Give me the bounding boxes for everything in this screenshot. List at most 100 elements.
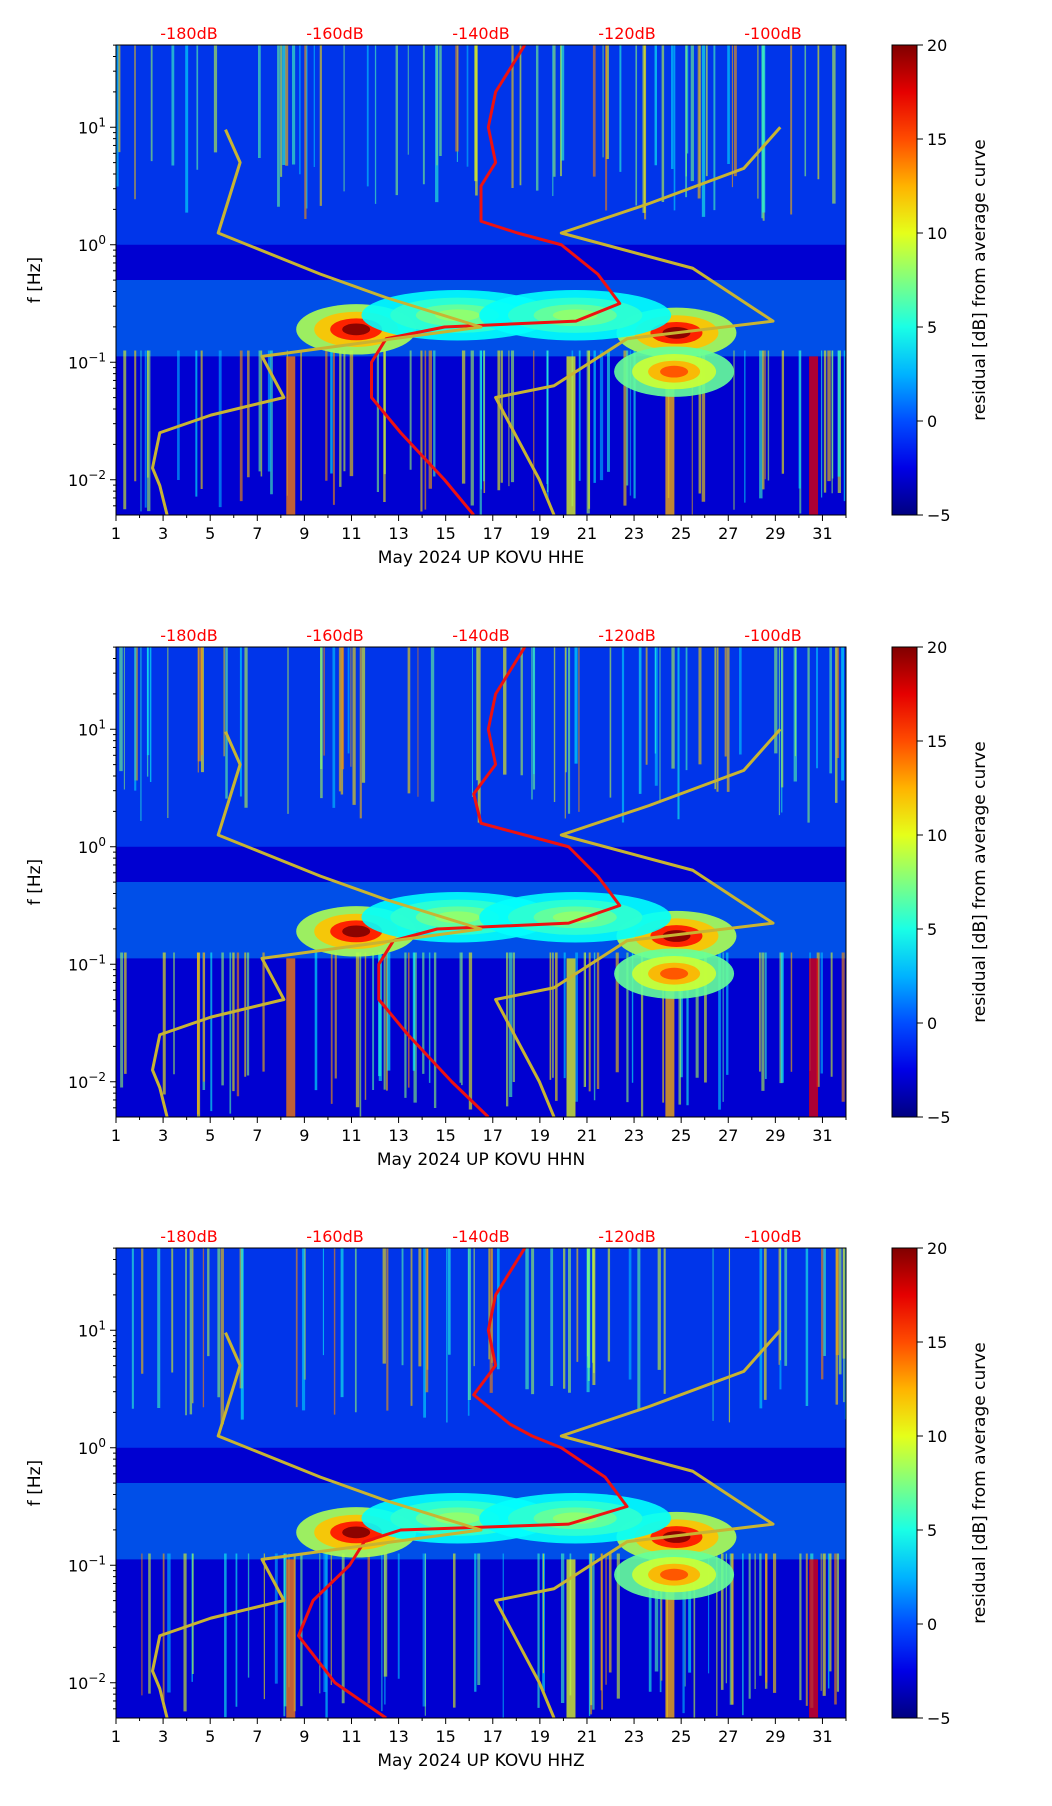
colorbar-tick-label: 5 (927, 318, 937, 337)
heatmap-lf-event (665, 356, 675, 515)
db-scale-label: -180dB (160, 626, 217, 645)
x-tick-label: 29 (765, 1126, 785, 1145)
x-tick-label: 11 (341, 1727, 361, 1746)
heatmap-lf-event (566, 356, 576, 515)
db-scale-label: -160dB (306, 24, 363, 43)
db-scale-label: -120dB (598, 1227, 655, 1246)
x-tick-label: 23 (624, 1126, 644, 1145)
y-axis-title: f [Hz] (25, 859, 45, 905)
colorbar-tick-label: 15 (927, 130, 947, 149)
x-tick-label: 19 (530, 1126, 550, 1145)
heatmap-hotspot (552, 911, 598, 924)
noise-model-curve (494, 126, 782, 515)
y-axis-title: f [Hz] (25, 1460, 45, 1506)
x-tick-label: 5 (205, 1727, 215, 1746)
db-scale-label: -120dB (598, 626, 655, 645)
x-tick-label: 5 (205, 524, 215, 543)
heatmap-lf-event (286, 1559, 296, 1718)
x-tick-label: 17 (483, 1126, 503, 1145)
db-scale-label: -160dB (306, 626, 363, 645)
heatmap-lf-event (286, 356, 296, 515)
heatmap-hotspot (435, 309, 480, 322)
x-tick-label: 9 (299, 1126, 309, 1145)
y-tick-label: 101 (78, 717, 106, 739)
x-tick-label: 19 (530, 1727, 550, 1746)
heatmap-lf-event (286, 958, 296, 1117)
y-tick-label: 10−2 (68, 1671, 106, 1693)
y-tick-label: 101 (78, 115, 106, 137)
x-tick-label: 31 (812, 1126, 832, 1145)
colorbar (891, 1247, 918, 1719)
x-tick-label: 3 (158, 1126, 168, 1145)
noise-model-curve (494, 1329, 782, 1718)
noise-model-curve (151, 128, 483, 515)
colorbar-tick-label: 15 (927, 732, 947, 751)
x-tick-label: 1 (111, 1727, 121, 1746)
db-scale-label: -100dB (744, 24, 801, 43)
heatmap-hf-band (116, 647, 846, 847)
heatmap-lf-event (665, 1559, 675, 1718)
colorbar-tick-label: 0 (927, 1615, 937, 1634)
y-tick-label: 10−1 (68, 350, 106, 372)
x-tick-label: 15 (435, 1126, 455, 1145)
heatmap-hotspot (660, 967, 689, 980)
x-tick-label: 7 (252, 1727, 262, 1746)
average-psd-curve (297, 1248, 629, 1718)
heatmap-lf-event (566, 958, 576, 1117)
colorbar-tick-label: −5 (927, 1108, 951, 1127)
colorbar-title: residual [dB] from average curve (970, 1342, 990, 1623)
x-axis-title: May 2024 UP KOVU HHE (378, 548, 584, 568)
x-axis-title: May 2024 UP KOVU HHZ (377, 1751, 584, 1771)
x-axis-title: May 2024 UP KOVU HHN (377, 1150, 585, 1170)
colorbar-title: residual [dB] from average curve (970, 741, 990, 1022)
noise-model-curve (151, 730, 483, 1117)
x-tick-label: 21 (577, 1126, 597, 1145)
x-tick-label: 3 (158, 524, 168, 543)
colorbar-tick-label: 5 (927, 1521, 937, 1540)
colorbar-tick-label: 0 (927, 412, 937, 431)
x-tick-label: 7 (252, 1126, 262, 1145)
colorbar-tick-label: 0 (927, 1014, 937, 1033)
db-scale-label: -180dB (160, 1227, 217, 1246)
x-tick-label: 5 (205, 1126, 215, 1145)
x-tick-label: 11 (341, 1126, 361, 1145)
y-tick-label: 100 (78, 835, 106, 857)
x-tick-label: 19 (530, 524, 550, 543)
colorbar-tick-label: −5 (927, 1709, 951, 1728)
x-tick-label: 21 (577, 1727, 597, 1746)
heatmap-lf-event (665, 958, 675, 1117)
y-tick-label: 10−1 (68, 952, 106, 974)
db-scale-label: -120dB (598, 24, 655, 43)
heatmap-hf-band (116, 1248, 846, 1448)
x-tick-label: 29 (765, 1727, 785, 1746)
colorbar-tick-label: 20 (927, 1239, 947, 1258)
heatmap-lf-event (566, 1559, 576, 1718)
x-tick-label: 17 (483, 524, 503, 543)
heatmap-hotspot (342, 323, 371, 336)
x-tick-label: 25 (671, 524, 691, 543)
x-tick-label: 1 (111, 524, 121, 543)
colorbar-title: residual [dB] from average curve (970, 139, 990, 420)
db-scale-label: -140dB (452, 1227, 509, 1246)
colorbar (891, 646, 918, 1118)
heatmap-hotspot (552, 1512, 598, 1525)
x-tick-label: 13 (388, 1126, 408, 1145)
colorbar-tick-label: 5 (927, 920, 937, 939)
x-tick-label: 29 (765, 524, 785, 543)
x-tick-label: 25 (671, 1727, 691, 1746)
y-axis-title: f [Hz] (25, 257, 45, 303)
x-tick-label: 27 (718, 1126, 738, 1145)
colorbar-tick-label: 15 (927, 1333, 947, 1352)
db-scale-label: -140dB (452, 626, 509, 645)
colorbar-tick-label: 10 (927, 826, 947, 845)
x-tick-label: 13 (388, 1727, 408, 1746)
x-tick-label: 3 (158, 1727, 168, 1746)
db-scale-label: -160dB (306, 1227, 363, 1246)
x-tick-label: 27 (718, 524, 738, 543)
heatmap-hotspot (660, 365, 689, 378)
y-tick-label: 100 (78, 1436, 106, 1458)
db-scale-label: -140dB (452, 24, 509, 43)
